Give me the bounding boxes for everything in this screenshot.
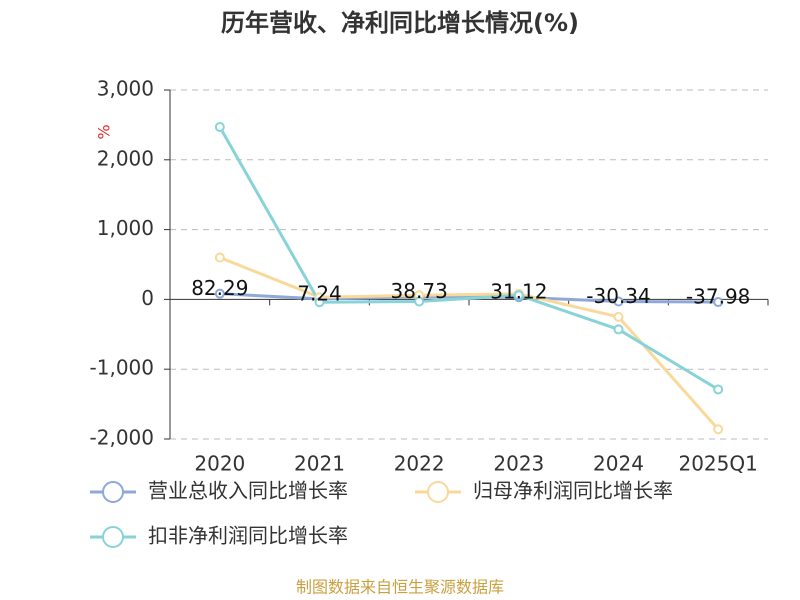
point — [214, 252, 225, 263]
series-line — [218, 126, 719, 391]
y-tick-label: -1,000 — [90, 356, 154, 380]
legend-marker — [102, 481, 124, 503]
data-label: 7.24 — [297, 281, 342, 305]
point — [214, 121, 225, 132]
point — [713, 384, 724, 395]
point — [713, 297, 724, 308]
legend-label: 扣非净利润同比增长率 — [148, 524, 348, 548]
point — [513, 290, 524, 301]
y-tick-label: 3,000 — [97, 77, 154, 101]
footer: 制图数据来自恒生聚源数据库 — [296, 578, 504, 597]
data-label: -37.98 — [686, 285, 750, 309]
legend-marker — [427, 481, 449, 503]
y-tick-label: -2,000 — [90, 426, 154, 450]
legend-label: 营业总收入同比增长率 — [148, 479, 348, 503]
legend-label: 归母净利润同比增长率 — [473, 479, 673, 503]
point — [414, 296, 425, 307]
data-label: 38.73 — [391, 279, 448, 303]
legend-marker — [102, 526, 124, 548]
y-tick-label: 0 — [141, 286, 154, 310]
y-axis-label: % — [95, 124, 114, 139]
data-label: 31.12 — [490, 280, 547, 304]
series-line — [219, 256, 720, 431]
data-label: 82.29 — [191, 276, 248, 300]
y-tick-label: 2,000 — [97, 146, 154, 170]
x-tick-label: 2021 — [294, 452, 345, 476]
point — [713, 424, 724, 435]
x-tick-label: 2025Q1 — [678, 452, 757, 476]
x-tick-label: 2024 — [593, 452, 644, 476]
chart-title: 历年营收、净利同比增长情况(%) — [221, 9, 579, 37]
point — [613, 296, 624, 307]
data-label: -30.34 — [586, 284, 650, 308]
point — [314, 297, 325, 308]
x-tick-label: 2022 — [394, 452, 445, 476]
point — [613, 311, 624, 322]
x-tick-label: 2020 — [194, 452, 245, 476]
point — [214, 288, 225, 299]
point — [613, 324, 624, 335]
y-tick-label: 1,000 — [97, 216, 154, 240]
x-tick-label: 2023 — [493, 452, 544, 476]
